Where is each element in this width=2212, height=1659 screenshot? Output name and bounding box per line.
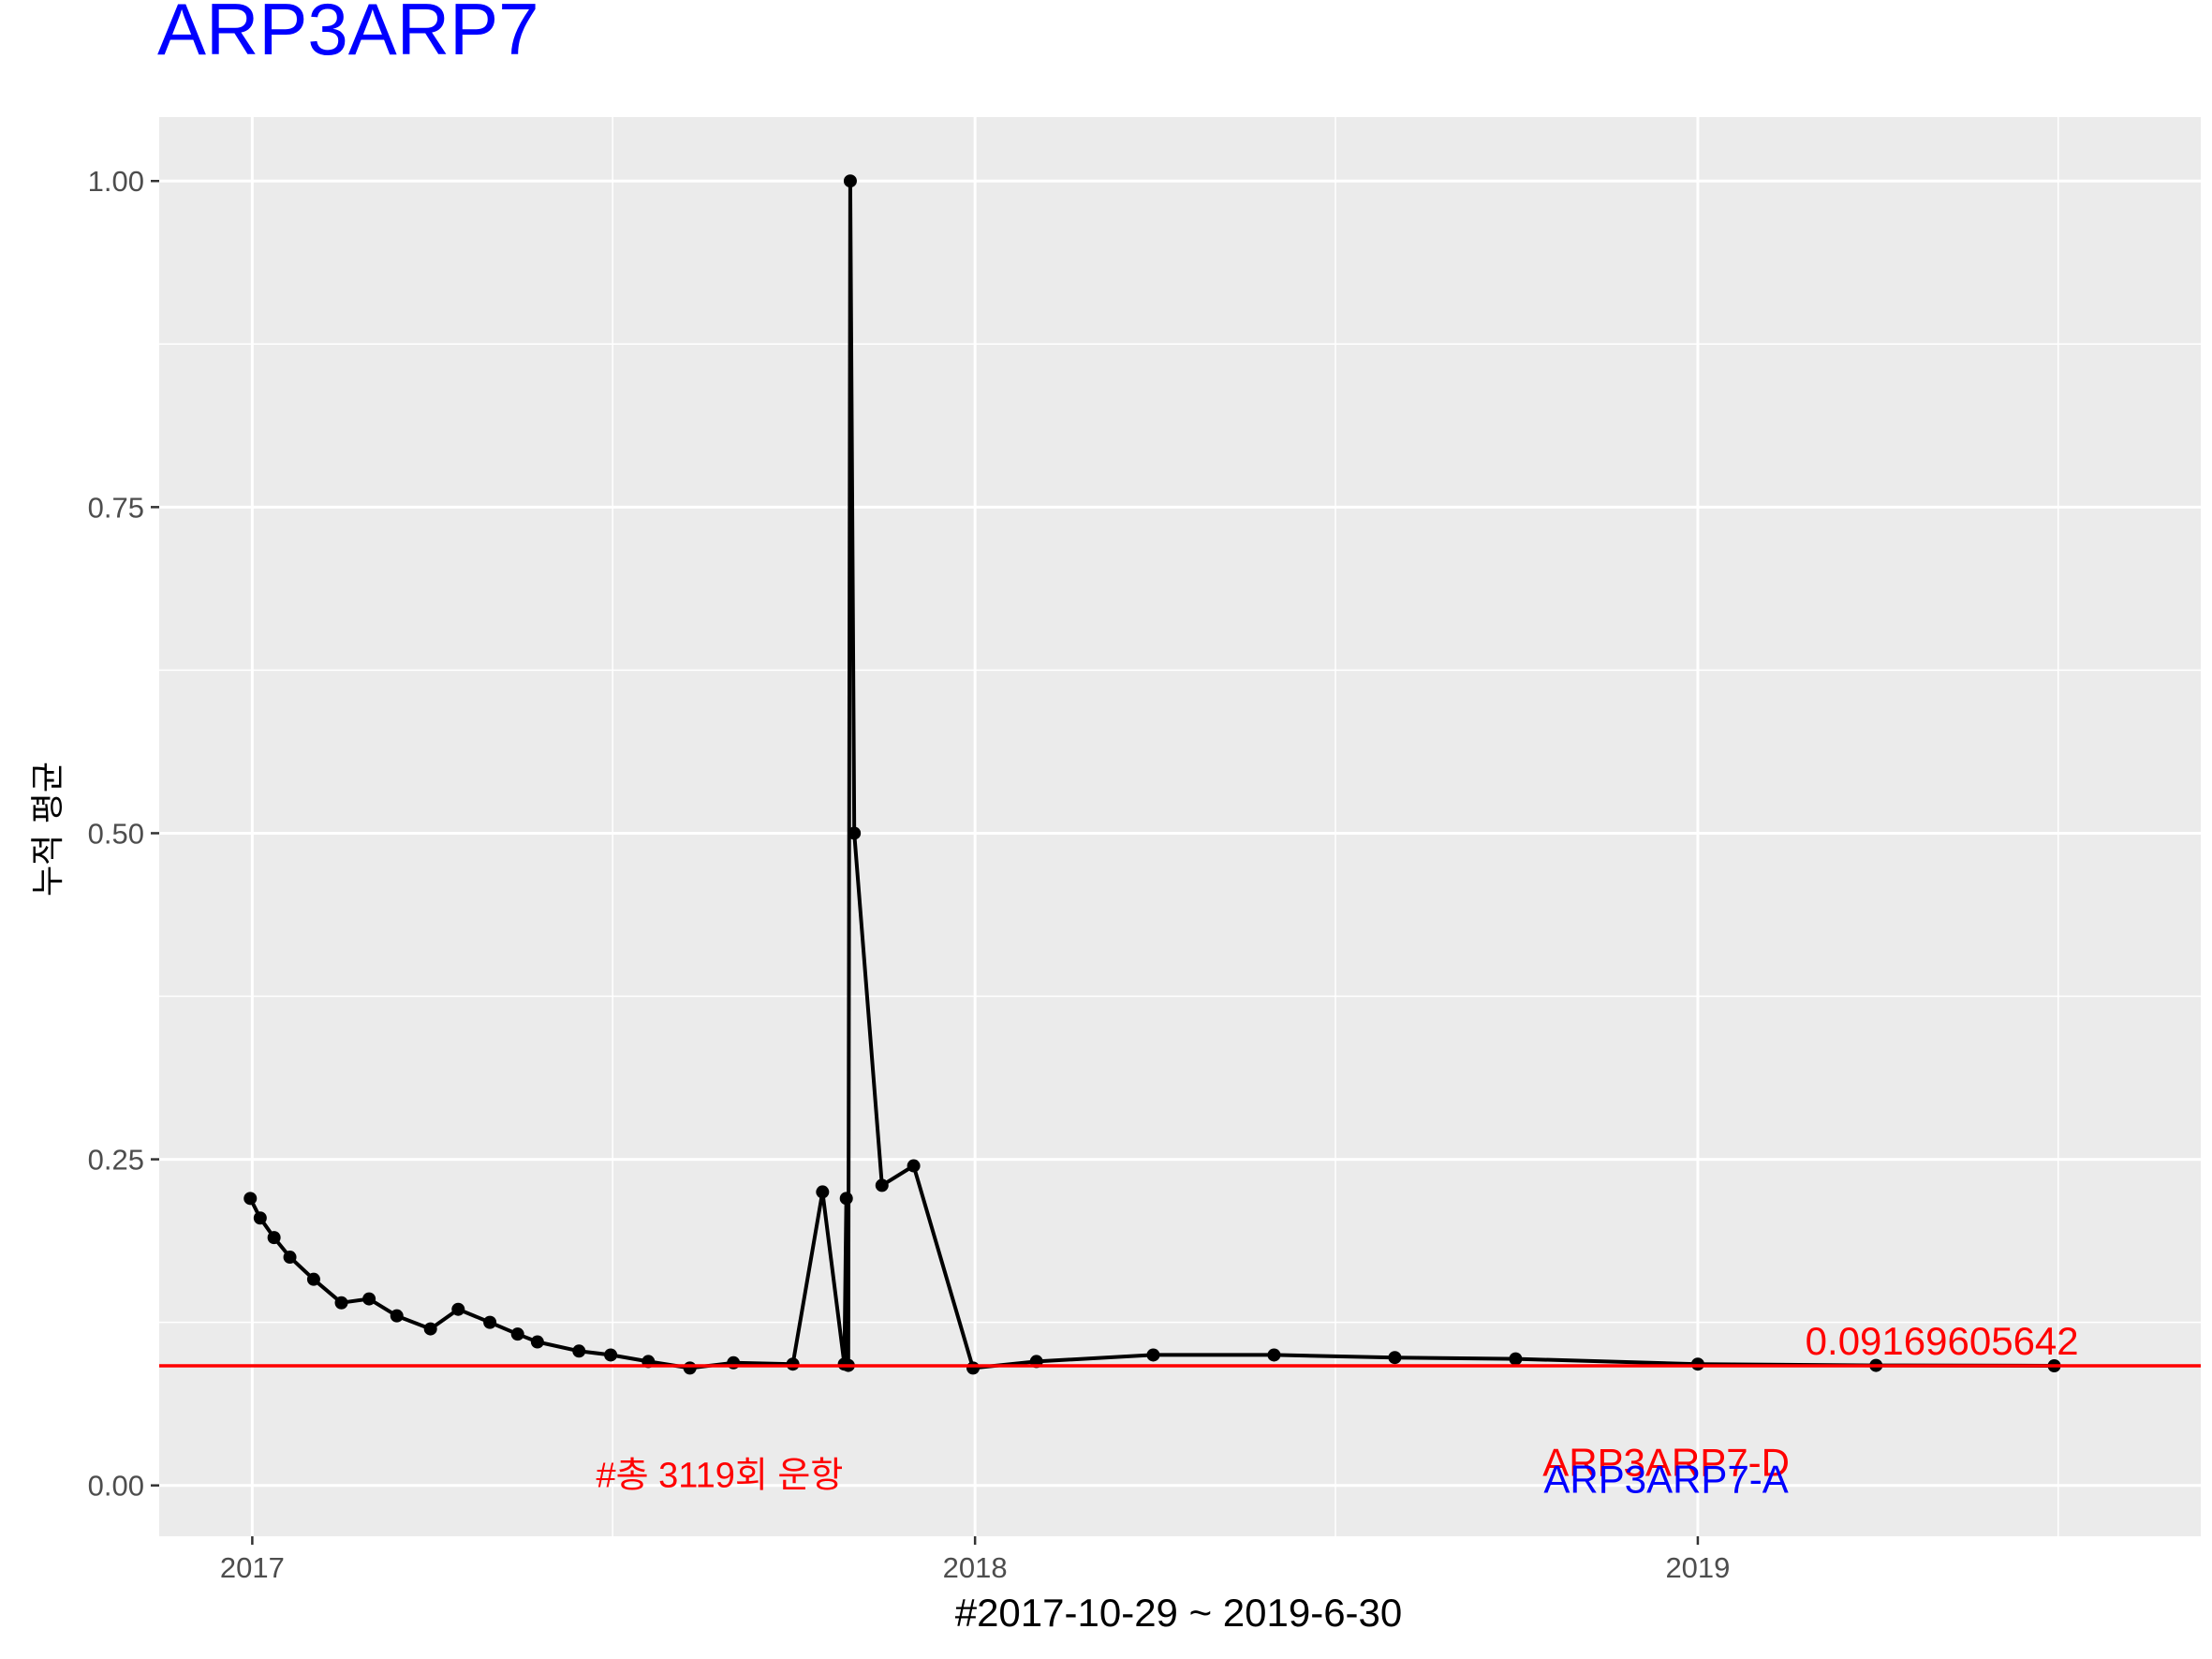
y-tick-label: 0.25 xyxy=(88,1144,144,1177)
data-point xyxy=(875,1178,889,1192)
reference-line-group: 0.09169605642 xyxy=(159,1319,2201,1368)
x-axis-label: #2017-10-29 ~ 2019-6-30 xyxy=(954,1591,1403,1635)
data-point xyxy=(1267,1348,1281,1362)
reference-line-label: 0.09169605642 xyxy=(1806,1319,2079,1363)
data-point xyxy=(683,1361,697,1375)
axis-ticks: 0.00 0.25 0.50 0.75 1.00 2017 2018 2019 xyxy=(88,165,1731,1584)
data-point xyxy=(283,1251,297,1265)
data-point xyxy=(243,1192,258,1206)
plot-panel xyxy=(159,117,2201,1536)
y-tick-label: 0.00 xyxy=(88,1470,144,1503)
data-point xyxy=(1388,1351,1402,1365)
data-point xyxy=(306,1272,320,1286)
data-point xyxy=(786,1357,800,1371)
flight-count-annotation: #총 3119회 운항 xyxy=(596,1457,843,1496)
chart-title: ARP3ARP7 xyxy=(157,0,539,70)
data-point xyxy=(572,1344,586,1358)
data-point xyxy=(334,1296,348,1310)
data-point xyxy=(816,1185,830,1199)
data-point xyxy=(848,826,862,840)
data-point xyxy=(423,1322,437,1336)
data-point xyxy=(907,1159,921,1173)
data-point xyxy=(1690,1357,1704,1371)
data-point xyxy=(362,1292,376,1306)
x-tick-label: 2017 xyxy=(220,1551,285,1584)
data-point xyxy=(843,174,857,188)
arrival-annotation: ARP3ARP7-A xyxy=(1543,1458,1788,1502)
data-point xyxy=(530,1335,544,1349)
data-point xyxy=(604,1348,618,1362)
y-axis-label: 누적 평균 xyxy=(29,762,67,896)
data-point xyxy=(1146,1348,1160,1362)
x-tick-label: 2019 xyxy=(1665,1551,1730,1584)
data-point xyxy=(390,1309,404,1323)
data-point xyxy=(510,1327,524,1341)
grid-lines xyxy=(159,117,2201,1536)
data-point xyxy=(483,1315,497,1329)
data-point xyxy=(966,1361,981,1375)
y-tick-label: 0.75 xyxy=(88,491,144,524)
data-point xyxy=(1509,1352,1523,1366)
y-tick-label: 1.00 xyxy=(88,165,144,198)
data-point xyxy=(839,1192,853,1206)
departure-annotation: ARP3ARP7-D xyxy=(1542,1441,1790,1485)
y-tick-label: 0.50 xyxy=(88,817,144,850)
data-point xyxy=(267,1231,281,1245)
x-tick-label: 2018 xyxy=(943,1551,1008,1584)
data-point xyxy=(253,1211,267,1225)
data-point xyxy=(451,1302,465,1316)
